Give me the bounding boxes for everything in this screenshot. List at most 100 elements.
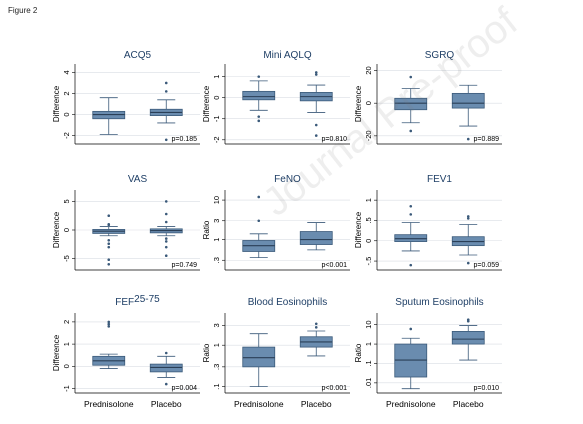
y-tick-label: 0 xyxy=(62,364,71,368)
p-value-label: p<0.001 xyxy=(322,262,348,269)
y-tick-label: 1 xyxy=(364,198,373,202)
chart-panel: -1 0 1 2 Difference FEF25-75 p=0.004 Prednisolo… xyxy=(52,294,200,409)
y-tick-label: -2 xyxy=(212,136,221,143)
box-iqr xyxy=(451,331,485,345)
box-plot-prednisolone xyxy=(242,75,276,123)
outlier-point xyxy=(164,245,168,249)
y-tick-label: -20 xyxy=(364,130,373,141)
outlier-point xyxy=(409,204,413,208)
outlier-point xyxy=(164,81,168,85)
y-axis-label: Difference xyxy=(52,334,61,371)
y-tick-label: 1 xyxy=(364,342,373,346)
outlier-point xyxy=(314,322,318,326)
chart-title-suffix: 25-75 xyxy=(134,294,160,305)
chart-title: Blood Eosinophils xyxy=(248,297,328,308)
p-value-label: p=0.059 xyxy=(474,262,500,269)
chart-panel: .01 .1 1 10 Ratio Sputum Eosinophils p=0.010 Pr… xyxy=(354,297,502,409)
x-category-label: Prednisolone xyxy=(234,399,284,409)
y-axis-label: Difference xyxy=(52,211,61,248)
y-axis-label: Difference xyxy=(202,85,211,122)
box-plot-placebo xyxy=(451,215,485,265)
chart-panel: -2 0 2 4 Difference ACQ5 p=0.185 xyxy=(52,50,200,145)
chart-title-text: SGRQ xyxy=(425,50,455,61)
outlier-point xyxy=(164,382,168,386)
y-tick-label: 10 xyxy=(212,196,221,204)
outlier-point xyxy=(257,195,261,199)
outlier-point xyxy=(164,200,168,203)
box-iqr xyxy=(394,97,428,111)
x-category-label: Placebo xyxy=(453,399,484,409)
outlier-point xyxy=(164,220,168,224)
y-tick-label: .01 xyxy=(364,378,373,388)
y-tick-label: 1 xyxy=(212,75,221,79)
p-value-label: p=0.749 xyxy=(172,262,198,269)
y-axis-label: Difference xyxy=(354,85,363,122)
outlier-point xyxy=(314,73,318,76)
outlier-point xyxy=(466,217,470,220)
y-tick-label: 10 xyxy=(364,321,373,329)
figure-label: Figure 2 xyxy=(8,6,38,15)
chart-title: FeNO xyxy=(274,174,301,185)
y-tick-label: 0 xyxy=(212,96,221,100)
y-tick-label: .1 xyxy=(364,360,373,366)
y-tick-label: .3 xyxy=(212,257,221,263)
chart-title: Mini AQLQ xyxy=(263,50,312,61)
y-tick-label: 1 xyxy=(212,343,221,347)
y-tick-label: 1 xyxy=(62,342,71,346)
y-tick-label: .1 xyxy=(212,383,221,389)
chart-title: SGRQ xyxy=(425,50,455,61)
chart-title-text: ACQ5 xyxy=(124,50,152,61)
chart-title-text: Blood Eosinophils xyxy=(248,297,328,308)
y-tick-label: -5 xyxy=(62,255,71,262)
box-iqr xyxy=(149,363,183,373)
box-iqr xyxy=(242,90,276,101)
outlier-point xyxy=(107,242,111,246)
chart-title-text: VAS xyxy=(128,174,148,185)
outlier-point xyxy=(164,237,168,240)
y-tick-label: 0 xyxy=(364,239,373,243)
chart-title: Sputum Eosinophils xyxy=(395,297,483,308)
y-tick-label: -1 xyxy=(62,385,71,392)
outlier-point xyxy=(314,326,318,329)
chart-title-text: FeNO xyxy=(274,174,301,185)
chart-panel: -20 0 20 Difference SGRQ p=0.889 xyxy=(354,50,502,145)
box-plot-placebo xyxy=(451,84,485,141)
box-plot-placebo xyxy=(299,222,333,251)
y-tick-label: .5 xyxy=(364,217,373,223)
p-value-label: p=0.010 xyxy=(474,385,500,392)
box-plot-prednisolone xyxy=(394,204,428,267)
chart-panel: .3 1 3 10 Ratio FeNO p<0.001 xyxy=(202,174,350,271)
y-tick-label: -.5 xyxy=(364,257,373,266)
y-tick-label: -1 xyxy=(212,115,221,122)
outlier-point xyxy=(409,75,413,79)
outlier-point xyxy=(257,75,261,78)
y-axis-label: Ratio xyxy=(354,343,363,362)
box-plot-placebo xyxy=(149,200,183,258)
outlier-point xyxy=(107,214,111,218)
chart-title: FEF25-75 xyxy=(115,294,160,308)
y-tick-label: 5 xyxy=(62,199,71,203)
y-tick-label: 1 xyxy=(212,238,221,242)
outlier-point xyxy=(107,322,111,326)
p-value-label: p=0.004 xyxy=(172,385,198,392)
box-plot-prednisolone xyxy=(92,97,126,135)
p-value-label: p<0.001 xyxy=(322,385,348,392)
chart-panel: -2 -1 0 1 Difference Mini AQLQ p=0.810 xyxy=(202,50,350,145)
outlier-point xyxy=(257,115,261,118)
outlier-point xyxy=(409,213,413,216)
outlier-point xyxy=(466,137,470,141)
outlier-point xyxy=(164,90,168,93)
outlier-point xyxy=(314,134,318,137)
outlier-point xyxy=(107,223,111,227)
outlier-point xyxy=(164,351,168,355)
chart-title-text: FEF xyxy=(115,297,134,308)
y-axis-label: Difference xyxy=(354,211,363,248)
x-category-label: Prednisolone xyxy=(386,399,436,409)
box-plot-placebo xyxy=(451,318,485,361)
y-tick-label: 0 xyxy=(364,101,373,105)
box-plot-prednisolone xyxy=(242,333,276,387)
outlier-point xyxy=(257,119,261,123)
box-plot-prednisolone xyxy=(92,214,126,266)
box-plot-prednisolone xyxy=(394,327,428,390)
